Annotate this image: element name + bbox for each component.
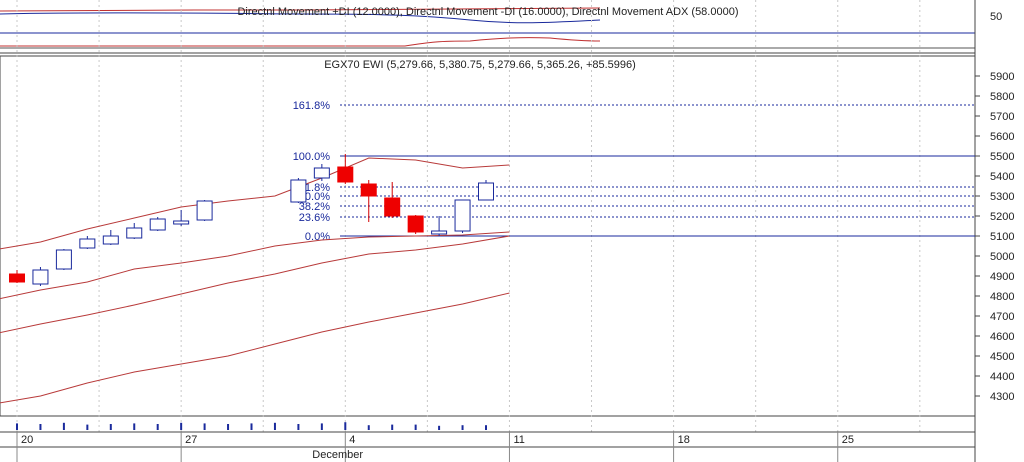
y-tick-label: 5000 — [990, 251, 1014, 263]
y-tick-label: 5900 — [990, 71, 1014, 83]
fib-label: 100.0% — [293, 151, 331, 163]
fib-label: 61.8% — [299, 182, 330, 194]
x-ticks: 20 27 4 11 18 25 December — [16, 432, 854, 462]
price-bands — [0, 157, 510, 404]
volume-bars — [16, 422, 487, 430]
candle-body — [149, 218, 166, 231]
candle-body — [55, 249, 72, 270]
candle-body — [126, 227, 143, 239]
candlesticks — [9, 154, 494, 286]
y-tick-label: 5300 — [990, 191, 1014, 203]
volume-bar — [86, 424, 89, 430]
x-tick-label: 20 — [21, 434, 33, 446]
volume-bar — [180, 422, 183, 430]
chart-title: EGX70 EWI (5,279.66, 5,380.75, 5,279.66,… — [324, 59, 636, 71]
x-tick-label: 4 — [349, 434, 355, 446]
di-minus-line — [0, 7, 601, 12]
y-tick-label: 4500 — [990, 351, 1014, 363]
candle-body — [9, 273, 25, 283]
fib-label: 23.6% — [299, 212, 330, 224]
candle-body — [79, 238, 96, 249]
volume-bar — [39, 424, 42, 430]
y-tick-label: 5500 — [990, 151, 1014, 163]
volume-bar — [156, 424, 159, 430]
candle-body — [360, 183, 377, 197]
x-tick-label: 27 — [185, 434, 197, 446]
volume-bar — [485, 425, 487, 430]
x-tick-label: 11 — [513, 434, 524, 446]
volume-bar — [16, 423, 18, 430]
band-upper — [0, 157, 510, 250]
volume-bar — [273, 422, 276, 430]
fib-label: 38.2% — [299, 201, 330, 213]
y-tick-label: 4900 — [990, 271, 1014, 283]
fib-label: 161.8% — [293, 100, 331, 112]
price-y-axis: 4300 4400 4500 4600 4700 4800 4900 5000 5100 5200… — [975, 71, 1014, 403]
volume-bar — [461, 425, 464, 430]
band-lower — [0, 235, 510, 334]
y-tick-label: 4800 — [990, 291, 1014, 303]
candle-body — [173, 220, 190, 225]
candle-body — [290, 179, 307, 203]
y-tick-label: 5600 — [990, 131, 1014, 143]
volume-bar — [227, 424, 230, 430]
di-plus-line — [0, 12, 601, 24]
candle-body — [478, 182, 494, 201]
y-tick-label: 5800 — [990, 91, 1014, 103]
indicator-title: Directnl Movement +DI (12.0000), Directn… — [237, 6, 738, 18]
volume-bar — [344, 422, 347, 430]
candle-body — [431, 230, 448, 235]
fibonacci-levels: 161.8%100.0%61.8%50.0%38.2%23.6%0.0% — [293, 100, 975, 243]
volume-bar — [109, 424, 112, 430]
volume-bar — [133, 423, 136, 430]
y-tick-label: 5200 — [990, 211, 1014, 223]
y-tick-label: 5100 — [990, 231, 1014, 243]
candle-body — [337, 166, 354, 183]
volume-bar — [414, 424, 417, 430]
y-tick-label: 5700 — [990, 111, 1014, 123]
band-middle — [0, 231, 510, 300]
x-tick-label: 25 — [842, 434, 854, 446]
volume-bar — [297, 424, 300, 430]
volume-bar — [438, 425, 441, 430]
volume-bar — [367, 425, 370, 430]
volume-bar — [320, 423, 323, 430]
y-tick-label: 5400 — [990, 171, 1014, 183]
x-axis: 20 27 4 11 18 25 December — [0, 432, 975, 462]
band-lower2 — [0, 292, 510, 404]
volume-bar — [250, 423, 253, 430]
candle-body — [454, 199, 471, 232]
candle-body — [313, 167, 330, 179]
x-tick-label: 18 — [678, 434, 690, 446]
candle-body — [384, 197, 401, 217]
indicator-panel: Directnl Movement +DI (12.0000), Directn… — [0, 0, 1002, 50]
candle-body — [196, 200, 213, 221]
x-month-label: December — [312, 449, 363, 461]
y-tick-label: 4700 — [990, 311, 1014, 323]
volume-bar — [391, 424, 394, 430]
y-tick-label: 4600 — [990, 331, 1014, 343]
indicator-y-tick: 50 — [990, 11, 1002, 23]
candle-body — [32, 269, 49, 285]
volume-panel — [0, 422, 975, 433]
y-tick-label: 4400 — [990, 371, 1014, 383]
candle-body — [102, 235, 119, 245]
fib-label: 50.0% — [299, 191, 330, 203]
volume-bar — [62, 422, 65, 430]
y-tick-label: 4300 — [990, 391, 1014, 403]
volume-bar — [203, 423, 206, 430]
adx-line — [0, 37, 601, 47]
candle-body — [407, 215, 424, 233]
